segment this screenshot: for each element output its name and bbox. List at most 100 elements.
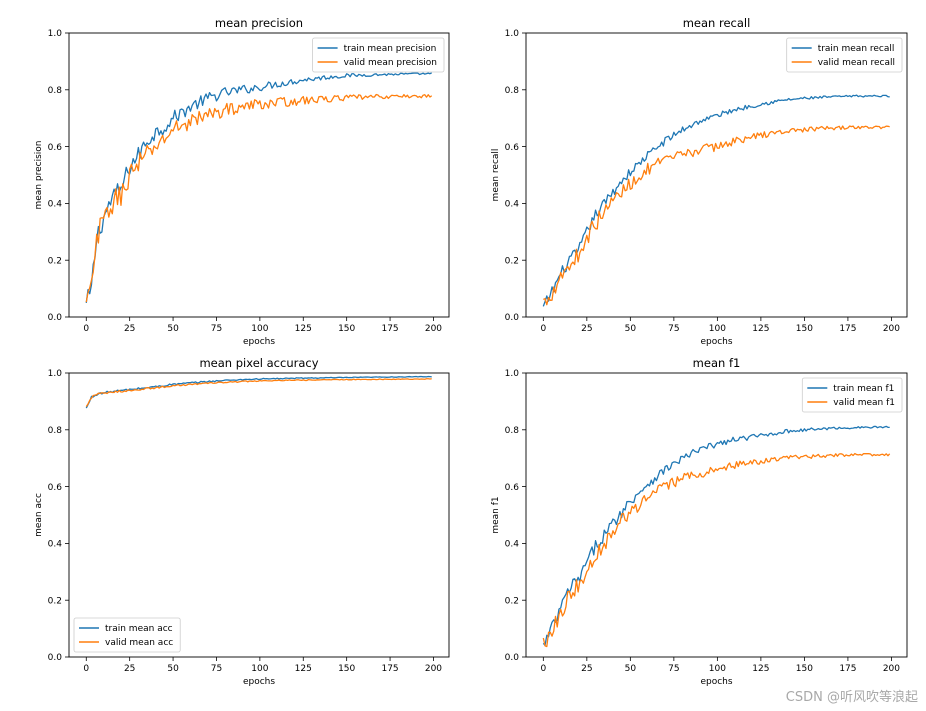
chart-mean-pixel-accuracy: 0 25 50 75 100 125 150 175 200 0.0 0.2 0.4 0.6 0.8 1.0… bbox=[34, 356, 450, 687]
y-tick-label: 0.6 bbox=[505, 143, 520, 153]
x-tick-label: 25 bbox=[124, 664, 135, 674]
plot-frame bbox=[525, 372, 908, 658]
x-tick-label: 50 bbox=[625, 324, 637, 334]
series-line-train-mean-recall bbox=[542, 94, 890, 307]
y-tick-label: 0.8 bbox=[505, 86, 520, 96]
y-tick-label: 0.0 bbox=[48, 653, 63, 663]
series-line-train-mean-precision bbox=[85, 72, 433, 304]
y-tick-label: 0.6 bbox=[48, 483, 63, 493]
chart-title: mean pixel accuracy bbox=[199, 356, 318, 370]
legend-box bbox=[801, 377, 903, 413]
series-line-train-mean-acc bbox=[85, 375, 432, 409]
y-tick-label: 0.4 bbox=[505, 200, 520, 210]
x-tick-label: 150 bbox=[338, 324, 355, 334]
legend: train mean recall valid mean recall bbox=[786, 37, 903, 73]
y-tick-label: 0.4 bbox=[505, 540, 520, 550]
x-tick-label: 100 bbox=[709, 324, 726, 334]
x-tick-label: 100 bbox=[709, 664, 726, 674]
y-axis-label: mean acc bbox=[34, 493, 44, 537]
legend-label-valid-mean-precision: valid mean precision bbox=[344, 58, 437, 68]
y-tick-label: 0.2 bbox=[505, 596, 519, 606]
x-tick-label: 175 bbox=[381, 324, 398, 334]
y-tick-label: 1.0 bbox=[48, 29, 63, 39]
series-line-valid-mean-acc bbox=[85, 378, 432, 407]
x-axis-label: epochs bbox=[243, 677, 275, 687]
chart-title: mean recall bbox=[683, 16, 751, 30]
y-tick-label: 0.2 bbox=[505, 256, 519, 266]
y-tick-label: 0.8 bbox=[48, 86, 63, 96]
legend: train mean precision valid mean precision bbox=[312, 37, 445, 73]
x-tick-label: 25 bbox=[581, 664, 592, 674]
chart-mean-precision: 0 25 50 75 100 125 150 175 200 0.0 0.2 0.4 0.6 0.8 1.0… bbox=[34, 16, 450, 347]
x-axis-label: epochs bbox=[243, 337, 275, 347]
y-tick-label: 0.8 bbox=[505, 426, 520, 436]
plot-frame bbox=[68, 32, 450, 318]
watermark: CSDN @听风吹等浪起 bbox=[785, 690, 918, 705]
y-tick-label: 1.0 bbox=[48, 369, 63, 379]
x-tick-label: 150 bbox=[796, 324, 813, 334]
x-tick-label: 75 bbox=[211, 324, 222, 334]
legend: train mean f1 valid mean f1 bbox=[801, 377, 903, 413]
legend-label-valid-mean-recall: valid mean recall bbox=[818, 58, 895, 68]
x-tick-label: 0 bbox=[540, 324, 546, 334]
y-tick-label: 1.0 bbox=[505, 369, 520, 379]
x-axis-label: epochs bbox=[700, 337, 732, 347]
x-tick-label: 50 bbox=[625, 664, 637, 674]
x-tick-label: 25 bbox=[581, 324, 592, 334]
y-tick-label: 0.2 bbox=[48, 256, 62, 266]
y-tick-label: 0.6 bbox=[48, 143, 63, 153]
legend: train mean acc valid mean acc bbox=[73, 617, 181, 653]
x-tick-label: 50 bbox=[167, 664, 179, 674]
legend-label-train-mean-f1: train mean f1 bbox=[833, 384, 894, 394]
x-tick-label: 75 bbox=[668, 664, 679, 674]
chart-mean-recall: 0 25 50 75 100 125 150 175 200 0.0 0.2 0.4 0.6 0.8 1.0… bbox=[491, 16, 908, 347]
x-tick-label: 100 bbox=[251, 664, 268, 674]
x-tick-label: 125 bbox=[752, 324, 769, 334]
series-line-valid-mean-precision bbox=[85, 93, 433, 303]
x-tick-label: 25 bbox=[124, 324, 135, 334]
y-tick-label: 0.4 bbox=[48, 200, 63, 210]
x-tick-label: 125 bbox=[752, 664, 769, 674]
x-tick-label: 150 bbox=[338, 664, 355, 674]
x-tick-label: 200 bbox=[425, 324, 442, 334]
x-tick-label: 175 bbox=[839, 664, 856, 674]
x-tick-label: 200 bbox=[425, 664, 442, 674]
x-tick-label: 175 bbox=[839, 324, 856, 334]
plot-frame bbox=[68, 372, 450, 658]
legend-box bbox=[312, 37, 445, 73]
y-axis-label: mean f1 bbox=[491, 496, 501, 533]
chart-title: mean f1 bbox=[693, 356, 741, 370]
chart-title: mean precision bbox=[215, 16, 303, 30]
x-tick-label: 100 bbox=[251, 324, 268, 334]
legend-label-valid-mean-f1: valid mean f1 bbox=[833, 398, 895, 408]
x-tick-label: 75 bbox=[211, 664, 222, 674]
y-tick-label: 0.4 bbox=[48, 540, 63, 550]
y-tick-label: 0.8 bbox=[48, 426, 63, 436]
x-tick-label: 125 bbox=[295, 324, 312, 334]
legend-box bbox=[73, 617, 181, 653]
series-line-train-mean-f1 bbox=[542, 425, 890, 646]
legend-label-train-mean-recall: train mean recall bbox=[818, 44, 895, 54]
x-tick-label: 125 bbox=[295, 664, 312, 674]
series-line-valid-mean-recall bbox=[543, 125, 890, 306]
plot-frame bbox=[525, 32, 908, 318]
legend-label-valid-mean-acc: valid mean acc bbox=[105, 638, 173, 648]
y-tick-label: 1.0 bbox=[505, 29, 520, 39]
x-tick-label: 200 bbox=[883, 324, 900, 334]
y-tick-label: 0.2 bbox=[48, 596, 62, 606]
legend-label-train-mean-acc: train mean acc bbox=[105, 624, 173, 634]
x-tick-label: 75 bbox=[668, 324, 679, 334]
legend-box bbox=[786, 37, 903, 73]
x-tick-label: 0 bbox=[83, 324, 89, 334]
chart-mean-f1: 0 25 50 75 100 125 150 175 200 0.0 0.2 0.4 0.6 0.8 1.0… bbox=[491, 356, 908, 687]
x-tick-label: 0 bbox=[83, 664, 89, 674]
y-axis-label: mean recall bbox=[491, 149, 501, 202]
y-tick-label: 0.0 bbox=[48, 313, 63, 323]
y-tick-label: 0.6 bbox=[505, 483, 520, 493]
x-tick-label: 50 bbox=[167, 324, 179, 334]
y-tick-label: 0.0 bbox=[505, 653, 520, 663]
x-axis-label: epochs bbox=[700, 677, 732, 687]
y-axis-label: mean precision bbox=[34, 141, 44, 210]
legend-label-train-mean-precision: train mean precision bbox=[344, 44, 437, 54]
